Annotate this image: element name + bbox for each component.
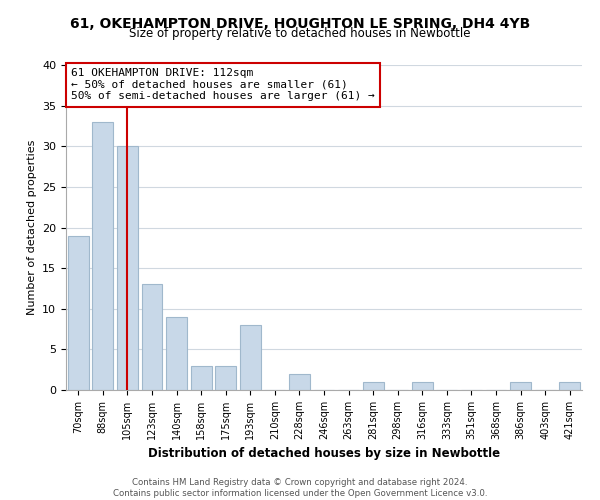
X-axis label: Distribution of detached houses by size in Newbottle: Distribution of detached houses by size … (148, 448, 500, 460)
Bar (215, 366, 236, 390)
Text: Size of property relative to detached houses in Newbottle: Size of property relative to detached ho… (129, 28, 471, 40)
Bar (166, 317, 187, 390)
Bar (510, 382, 531, 390)
Text: 61 OKEHAMPTON DRIVE: 112sqm
← 50% of detached houses are smaller (61)
50% of sem: 61 OKEHAMPTON DRIVE: 112sqm ← 50% of det… (71, 68, 375, 102)
Bar (92, 122, 113, 390)
Y-axis label: Number of detached properties: Number of detached properties (26, 140, 37, 315)
Bar (362, 382, 383, 390)
Text: Contains HM Land Registry data © Crown copyright and database right 2024.
Contai: Contains HM Land Registry data © Crown c… (113, 478, 487, 498)
Bar (289, 374, 310, 390)
Bar (68, 236, 89, 390)
Bar (117, 146, 138, 390)
Bar (240, 325, 261, 390)
Text: 61, OKEHAMPTON DRIVE, HOUGHTON LE SPRING, DH4 4YB: 61, OKEHAMPTON DRIVE, HOUGHTON LE SPRING… (70, 18, 530, 32)
Bar (559, 382, 580, 390)
Bar (412, 382, 433, 390)
Bar (142, 284, 163, 390)
Bar (191, 366, 212, 390)
